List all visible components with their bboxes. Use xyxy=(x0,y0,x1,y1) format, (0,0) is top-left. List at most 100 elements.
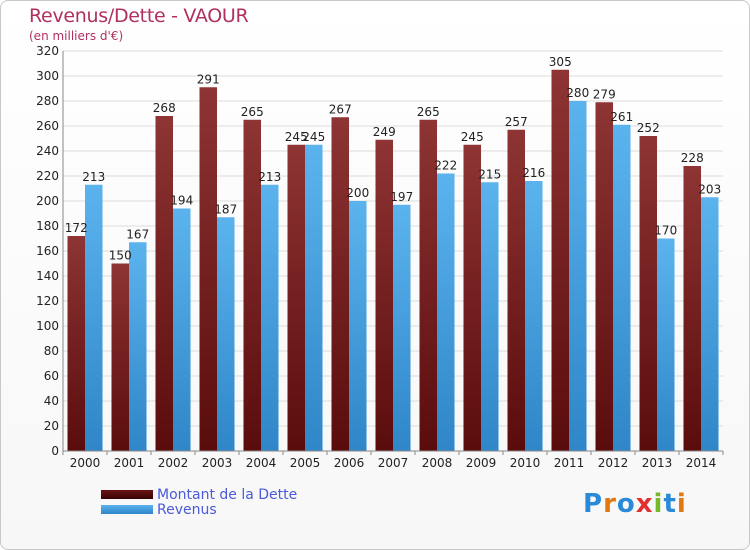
data-label-revenue: 280 xyxy=(566,86,589,100)
chart-subtitle: (en milliers d'€) xyxy=(29,29,124,43)
y-tick-label: 0 xyxy=(51,444,59,458)
x-tick-label: 2007 xyxy=(378,456,409,470)
y-tick-label: 260 xyxy=(36,119,59,133)
y-tick-label: 300 xyxy=(36,69,59,83)
data-label-debt: 305 xyxy=(549,55,572,69)
x-tick-label: 2006 xyxy=(334,456,365,470)
bar-debt xyxy=(419,119,437,451)
bar-revenue xyxy=(393,204,411,451)
bar-debt xyxy=(331,117,349,451)
bar-debt xyxy=(463,144,481,451)
data-label-revenue: 261 xyxy=(610,110,633,124)
bar-revenue xyxy=(173,208,191,451)
bar-debt xyxy=(155,116,173,451)
bar-revenue xyxy=(657,238,675,451)
data-label-debt: 245 xyxy=(461,130,484,144)
chart-title: Revenus/Dette - VAOUR xyxy=(29,5,249,27)
x-tick-label: 2010 xyxy=(510,456,541,470)
x-tick-label: 2000 xyxy=(70,456,101,470)
x-tick-label: 2005 xyxy=(290,456,321,470)
legend-item-debt: Montant de la Dette xyxy=(101,486,298,503)
bar-debt xyxy=(507,129,525,451)
data-label-revenue: 203 xyxy=(698,182,721,196)
y-tick-label: 160 xyxy=(36,244,59,258)
y-tick-label: 60 xyxy=(44,369,59,383)
x-tick-label: 2011 xyxy=(554,456,585,470)
data-label-debt: 268 xyxy=(153,101,176,115)
bar-revenue xyxy=(217,217,235,451)
bar-revenue xyxy=(349,201,367,451)
legend-swatch-revenue xyxy=(101,505,153,514)
bar-debt xyxy=(199,87,217,451)
bar-revenue xyxy=(613,124,631,451)
data-label-revenue: 197 xyxy=(390,190,413,204)
bar-revenue xyxy=(437,173,455,451)
data-label-debt: 265 xyxy=(417,105,440,119)
logo-letter: i xyxy=(676,489,687,519)
data-label-revenue: 187 xyxy=(214,202,237,216)
logo-letter: P xyxy=(583,489,604,519)
data-label-revenue: 167 xyxy=(126,227,149,241)
bar-revenue xyxy=(525,181,543,451)
y-tick-label: 220 xyxy=(36,169,59,183)
x-tick-label: 2009 xyxy=(466,456,497,470)
x-tick-label: 2004 xyxy=(246,456,277,470)
x-tick-label: 2012 xyxy=(598,456,629,470)
y-tick-label: 180 xyxy=(36,219,59,233)
data-label-revenue: 222 xyxy=(434,159,457,173)
y-tick-label: 80 xyxy=(44,344,59,358)
legend: Montant de la Dette Revenus xyxy=(101,486,298,518)
bar-debt xyxy=(595,102,613,451)
data-label-debt: 150 xyxy=(109,249,132,263)
data-label-debt: 228 xyxy=(681,151,704,165)
logo-letter: o xyxy=(616,489,636,519)
bar-revenue xyxy=(305,144,323,451)
bar-debt xyxy=(639,136,657,451)
data-label-debt: 291 xyxy=(197,72,220,86)
data-label-debt: 249 xyxy=(373,125,396,139)
y-tick-label: 280 xyxy=(36,94,59,108)
logo-letter: i xyxy=(653,489,664,519)
data-label-revenue: 213 xyxy=(258,170,281,184)
x-tick-label: 2002 xyxy=(158,456,189,470)
data-label-revenue: 213 xyxy=(82,170,105,184)
proxiti-logo: Proxiti xyxy=(583,489,687,519)
y-tick-label: 200 xyxy=(36,194,59,208)
y-tick-label: 40 xyxy=(44,394,59,408)
legend-label-debt: Montant de la Dette xyxy=(157,486,298,503)
data-label-debt: 252 xyxy=(637,121,660,135)
bar-debt xyxy=(67,236,85,451)
y-tick-label: 100 xyxy=(36,319,59,333)
bar-debt xyxy=(111,263,129,451)
bar-revenue xyxy=(701,197,719,451)
data-label-debt: 245 xyxy=(285,130,308,144)
x-tick-label: 2013 xyxy=(642,456,673,470)
legend-label-revenue: Revenus xyxy=(157,501,217,518)
data-label-revenue: 170 xyxy=(654,224,677,238)
data-label-revenue: 200 xyxy=(346,186,369,200)
data-label-revenue: 216 xyxy=(522,166,545,180)
bar-debt xyxy=(243,119,261,451)
y-tick-label: 20 xyxy=(44,419,59,433)
x-tick-label: 2003 xyxy=(202,456,233,470)
x-tick-label: 2014 xyxy=(686,456,717,470)
data-label-revenue: 215 xyxy=(478,167,501,181)
logo-letter: r xyxy=(603,489,617,519)
logo-letter: t xyxy=(663,489,677,519)
data-label-revenue: 245 xyxy=(302,130,325,144)
bar-debt xyxy=(683,166,701,451)
bar-revenue xyxy=(129,242,147,451)
bar-revenue xyxy=(481,182,499,451)
y-tick-label: 140 xyxy=(36,269,59,283)
legend-swatch-debt xyxy=(101,490,153,499)
y-tick-label: 240 xyxy=(36,144,59,158)
y-tick-label: 320 xyxy=(36,44,59,58)
bar-debt xyxy=(551,69,569,451)
bar-revenue xyxy=(85,184,103,451)
data-label-debt: 279 xyxy=(593,87,616,101)
data-label-debt: 265 xyxy=(241,105,264,119)
data-label-debt: 267 xyxy=(329,102,352,116)
data-label-debt: 172 xyxy=(65,221,88,235)
